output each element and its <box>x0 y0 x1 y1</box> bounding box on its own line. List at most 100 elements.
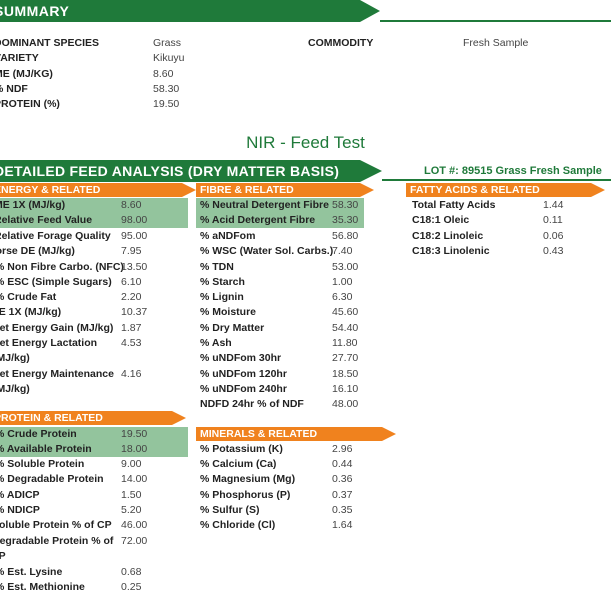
summary-value: 58.30 <box>153 83 180 95</box>
row-value: 1.44 <box>543 199 564 211</box>
minerals-header-label: MINERALS & RELATED <box>200 428 318 440</box>
summary-value: Kikuyu <box>153 52 185 64</box>
row-value: 0.11 <box>543 214 563 226</box>
fibre-header-label: FIBRE & RELATED <box>200 184 294 196</box>
row-label: ME 1X (MJ/kg) <box>0 199 66 211</box>
table-row: % ESC (Simple Sugars) 6.10 <box>0 275 141 290</box>
row-value: 1.00 <box>332 276 353 288</box>
row-value: 10.37 <box>121 306 148 318</box>
table-row: Net Energy Lactation 4.53 <box>0 336 141 351</box>
row-label: % NDICP <box>0 504 40 516</box>
row-value: 53.00 <box>332 261 359 273</box>
row-value: 1.87 <box>121 322 142 334</box>
summary-title: SUMMARY <box>0 3 70 19</box>
row-value: 2.20 <box>121 291 142 303</box>
row-label: % Sulfur (S) <box>200 504 260 516</box>
table-row: % uNDFom 240hr 16.10 <box>196 382 358 397</box>
row-label: % ESC (Simple Sugars) <box>0 276 112 288</box>
row-value: 1.50 <box>121 489 142 501</box>
table-row: C18:3 Linolenic 0.43 <box>406 244 563 259</box>
protein-header-label: PROTEIN & RELATED <box>0 412 103 424</box>
summary-value: 19.50 <box>153 98 180 110</box>
row-value: 56.80 <box>332 230 359 242</box>
table-row: Relative Feed Value 98.00 <box>0 213 188 228</box>
table-row: NDFD 24hr % of NDF 48.00 <box>196 397 358 412</box>
row-value: 7.40 <box>332 245 353 257</box>
row-value: 54.40 <box>332 322 359 334</box>
row-label: CP <box>0 550 6 562</box>
summary-label: % NDF <box>0 83 28 95</box>
table-row: Degradable Protein % of 72.00 <box>0 534 147 549</box>
table-row: % Ash 11.80 <box>196 336 358 351</box>
row-value: 58.30 <box>332 199 359 211</box>
row-label: % Moisture <box>200 306 257 318</box>
minerals-header: MINERALS & RELATED <box>196 427 396 441</box>
table-row: % Neutral Detergent Fibre 58.30 <box>196 198 364 213</box>
row-value: 45.60 <box>332 306 359 318</box>
row-label: % Est. Methionine <box>0 581 85 593</box>
row-label: % Available Protein <box>0 443 92 455</box>
table-row: % Crude Fat 2.20 <box>0 290 141 305</box>
table-row: Net Energy Gain (MJ/kg) 1.87 <box>0 321 141 336</box>
row-label: (MJ/kg) <box>0 352 30 364</box>
row-label: C18:1 Oleic <box>412 214 470 226</box>
detailed-header <box>0 160 360 182</box>
row-value: 18.00 <box>121 443 148 455</box>
row-value: 9.00 <box>121 458 142 470</box>
summary-label: ME (MJ/KG) <box>0 68 53 80</box>
row-label: % Crude Protein <box>0 428 77 440</box>
row-value: 0.68 <box>121 566 142 578</box>
detailed-title: DETAILED FEED ANALYSIS (DRY MATTER BASIS… <box>0 163 340 179</box>
row-label: Degradable Protein % of <box>0 535 114 547</box>
fatty-header: FATTY ACIDS & RELATED <box>406 183 605 197</box>
table-row: % Available Protein 18.00 <box>0 442 188 457</box>
row-value: 0.06 <box>543 230 564 242</box>
row-label: C18:2 Linoleic <box>412 230 484 242</box>
row-value: 2.96 <box>332 443 353 455</box>
row-label: % Neutral Detergent Fibre <box>200 199 329 211</box>
row-label: % Acid Detergent Fibre <box>200 214 316 226</box>
table-row: % Starch 1.00 <box>196 275 352 290</box>
row-label: % Non Fibre Carbo. (NFC) <box>0 261 124 273</box>
row-label: % Calcium (Ca) <box>200 458 277 470</box>
table-row: % Lignin 6.30 <box>196 290 352 305</box>
row-value: 0.44 <box>332 458 353 470</box>
table-row: % Crude Protein 19.50 <box>0 427 188 442</box>
row-value: 4.16 <box>121 368 142 380</box>
table-row-cont: (MJ/kg) <box>0 351 30 366</box>
table-row: % Est. Lysine 0.68 <box>0 565 141 580</box>
row-label: Net Energy Lactation <box>0 337 98 349</box>
table-row: % Acid Detergent Fibre 35.30 <box>196 213 364 228</box>
row-label: Relative Forage Quality <box>0 230 111 242</box>
table-row: % NDICP 5.20 <box>0 503 141 518</box>
summary-label: DOMINANT SPECIES <box>0 37 100 49</box>
table-row: % WSC (Water Sol. Carbs.) 7.40 <box>196 244 352 259</box>
row-value: 19.50 <box>121 428 148 440</box>
table-row: % Phosphorus (P) 0.37 <box>196 488 352 503</box>
fatty-header-label: FATTY ACIDS & RELATED <box>410 184 540 196</box>
row-value: 35.30 <box>332 214 359 226</box>
summary-divider <box>380 20 611 22</box>
row-label: ME 1X (MJ/kg) <box>0 306 62 318</box>
summary-value: 8.60 <box>153 68 174 80</box>
row-label: Soluble Protein % of CP <box>0 519 112 531</box>
row-label: % Ash <box>200 337 232 349</box>
row-value: 8.60 <box>121 199 142 211</box>
row-value: 0.35 <box>332 504 353 516</box>
row-value: 0.37 <box>332 489 353 501</box>
row-value: 27.70 <box>332 352 359 364</box>
row-label: (MJ/kg) <box>0 383 30 395</box>
row-value: 6.10 <box>121 276 142 288</box>
row-label: % Soluble Protein <box>0 458 85 470</box>
row-label: % Magnesium (Mg) <box>200 473 296 485</box>
table-row: % Moisture 45.60 <box>196 305 358 320</box>
row-label: % uNDFom 30hr <box>200 352 282 364</box>
table-row: C18:2 Linoleic 0.06 <box>406 229 563 244</box>
protein-header: PROTEIN & RELATED <box>0 411 186 425</box>
summary-label: PROTEIN (%) <box>0 98 60 110</box>
row-value: 0.25 <box>121 581 142 593</box>
row-label: Net Energy Gain (MJ/kg) <box>0 322 114 334</box>
summary-header: SUMMARY <box>0 0 380 22</box>
table-row: % Soluble Protein 9.00 <box>0 457 141 472</box>
summary-label: VARIETY <box>0 52 39 64</box>
